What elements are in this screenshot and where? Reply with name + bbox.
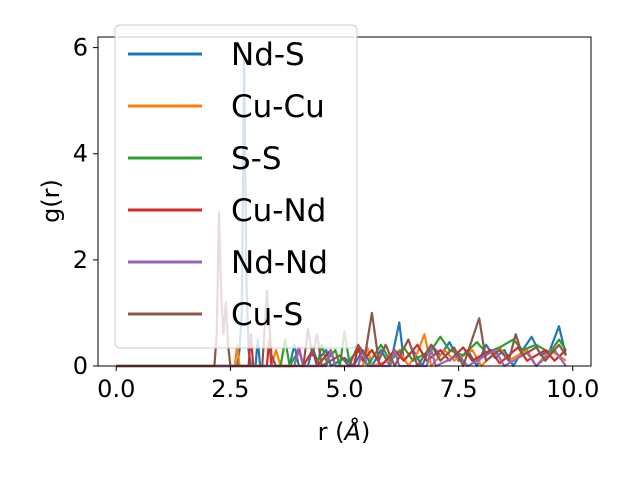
legend-label: Nd-S <box>231 37 305 73</box>
y-axis: 0 2 4 6 <box>73 34 98 380</box>
series-line-cu-cu <box>116 333 567 368</box>
x-tick-label: 10.0 <box>546 375 599 403</box>
legend-label: Cu-S <box>231 297 303 333</box>
legend: Nd-S Cu-Cu S-S Cu-Nd Nd-Nd Cu-S <box>114 24 358 349</box>
y-tick-label: 2 <box>73 246 88 274</box>
legend-label: Cu-Nd <box>231 193 326 229</box>
y-tick-label: 0 <box>73 352 88 380</box>
legend-label: Nd-Nd <box>231 245 328 281</box>
y-axis-label: g(r) <box>37 179 65 223</box>
x-tick-label: 0.0 <box>97 375 135 403</box>
x-tick-label: 2.5 <box>211 375 249 403</box>
y-tick-label: 6 <box>73 34 88 62</box>
y-tick-label: 4 <box>73 140 88 168</box>
legend-label: Cu-Cu <box>231 89 325 125</box>
x-tick-label: 7.5 <box>440 375 478 403</box>
x-axis: 0.0 2.5 5.0 7.5 10.0 <box>97 366 599 403</box>
x-tick-label: 5.0 <box>325 375 363 403</box>
x-axis-label: r (Å) <box>318 417 371 446</box>
legend-label: S-S <box>231 141 282 177</box>
